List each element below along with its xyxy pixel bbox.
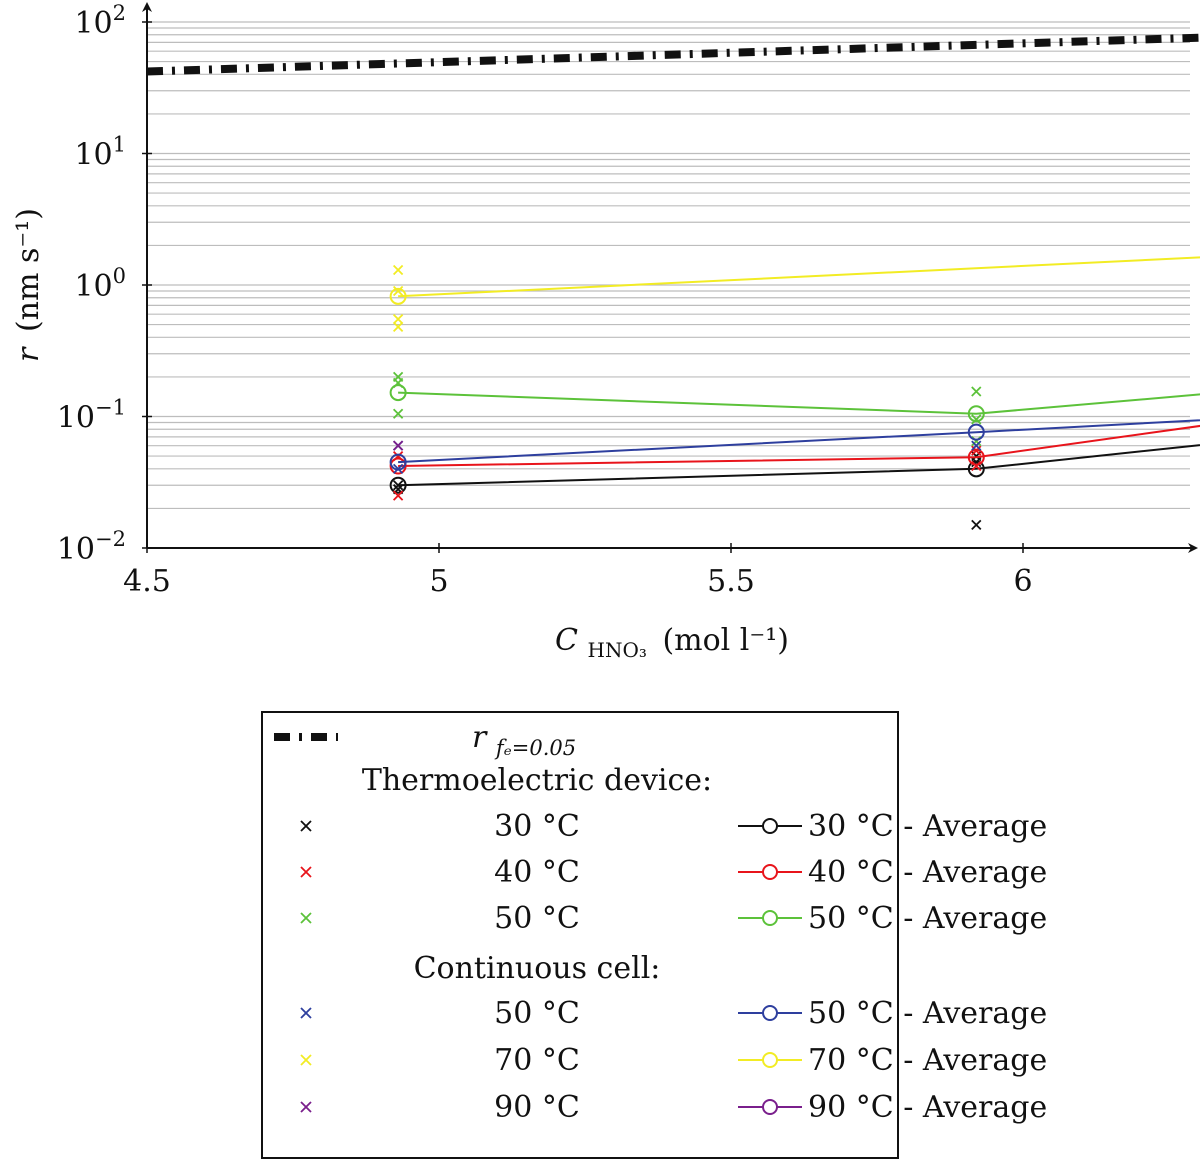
series-5 (392, 440, 404, 451)
legend-measurement-label: 50 °C (494, 996, 580, 1031)
x-tick-label: 4.5 (123, 564, 171, 599)
legend-average-marker-swatch (762, 864, 778, 880)
measurement-marker (971, 386, 982, 397)
measurement-marker (392, 408, 404, 419)
legend-average-marker-swatch (762, 1005, 778, 1021)
legend-average-marker-swatch (762, 1099, 778, 1115)
legend-heading-thermoelectric-device: Thermoelectric device: (362, 763, 712, 798)
legend-average-label: 70 °C - Average (808, 1043, 1047, 1078)
legend-measurement-label: 70 °C (494, 1043, 580, 1078)
legend-measurement-swatch (300, 1101, 312, 1113)
series-2 (389, 371, 1200, 447)
reference-line (146, 33, 1200, 76)
legend-measurement-label: 90 °C (494, 1090, 580, 1125)
measurement-marker (392, 321, 404, 333)
legend-measurement-label: 40 °C (494, 855, 580, 890)
measurement-marker (392, 463, 404, 474)
legend: r fₑ=0.05 Thermoelectric device: Continu… (261, 711, 1047, 1159)
x-tick-label: 5.5 (707, 564, 755, 599)
y-axis-arrow (142, 2, 152, 12)
legend-rows: 30 °C 30 °C - Average 40 °C 40 °C - Average… (300, 809, 1047, 1125)
legend-measurement-label: 50 °C (494, 901, 580, 936)
average-line (398, 444, 1200, 487)
x-axis-title: C HNO₃ (mol l⁻¹) (555, 623, 789, 665)
measurement-marker (392, 264, 404, 276)
measurement-marker (392, 285, 404, 297)
average-line (398, 419, 1200, 464)
average-marker (967, 405, 985, 423)
legend-measurement-swatch (300, 820, 312, 832)
x-tick-label: 5 (429, 564, 448, 599)
measurement-marker (392, 440, 404, 451)
measurement-marker (392, 450, 404, 462)
legend-average-marker-swatch (762, 1052, 778, 1068)
legend-row-3: 50 °C 50 °C - Average (300, 996, 1047, 1031)
legend-average-label: 50 °C - Average (808, 901, 1047, 936)
measurement-marker (392, 314, 404, 325)
measurement-marker (971, 440, 982, 451)
series-4 (389, 256, 1200, 333)
legend-measurement-swatch (300, 1054, 312, 1066)
legend-frame (261, 711, 899, 1159)
legend-measurement-swatch (300, 1007, 312, 1019)
y-tick-label: 10−2 (57, 527, 126, 567)
legend-row-4: 70 °C 70 °C - Average (300, 1043, 1047, 1078)
average-marker (389, 476, 407, 494)
series-layer (389, 256, 1200, 530)
gridlines (147, 21, 1190, 549)
legend-row-5: 90 °C 90 °C - Average (300, 1090, 1047, 1125)
legend-row-1: 40 °C 40 °C - Average (300, 855, 1047, 890)
average-line (398, 424, 1200, 467)
measurement-marker (392, 490, 404, 501)
x-axis-arrow (1188, 543, 1198, 553)
legend-average-marker-swatch (762, 818, 778, 834)
legend-heading-continuous-cell: Continuous cell: (414, 951, 661, 986)
legend-label-reference-line: r fₑ=0.05 (472, 720, 576, 760)
x-tick-label: 6 (1013, 564, 1032, 599)
legend-measurement-swatch (300, 912, 312, 924)
legend-average-label: 40 °C - Average (808, 855, 1047, 890)
legend-row-0: 30 °C 30 °C - Average (300, 809, 1047, 844)
legend-row-2: 50 °C 50 °C - Average (300, 901, 1047, 936)
measurement-marker (971, 460, 982, 472)
y-tick-label: 100 (74, 264, 126, 304)
legend-measurement-swatch (300, 866, 312, 878)
y-axis-title: r (nm s⁻¹) (11, 208, 46, 362)
legend-average-label: 90 °C - Average (808, 1090, 1047, 1125)
legend-average-label: 50 °C - Average (808, 996, 1047, 1031)
measurement-marker (971, 519, 982, 530)
legend-measurement-label: 30 °C (494, 809, 580, 844)
measurement-marker (392, 480, 404, 491)
legend-average-label: 30 °C - Average (808, 809, 1047, 844)
average-line (398, 391, 1200, 415)
average-line (398, 256, 1200, 298)
y-tick-label: 102 (74, 1, 126, 41)
reference-line-layer (146, 33, 1200, 76)
measurement-marker (971, 414, 982, 425)
y-tick-label: 101 (74, 133, 126, 173)
series-0 (389, 444, 1200, 530)
average-marker (389, 287, 407, 305)
y-tick-label: 10−1 (57, 396, 126, 436)
average-marker (967, 423, 985, 441)
average-marker (389, 384, 407, 402)
measurement-marker (392, 377, 404, 389)
legend-average-marker-swatch (762, 910, 778, 926)
